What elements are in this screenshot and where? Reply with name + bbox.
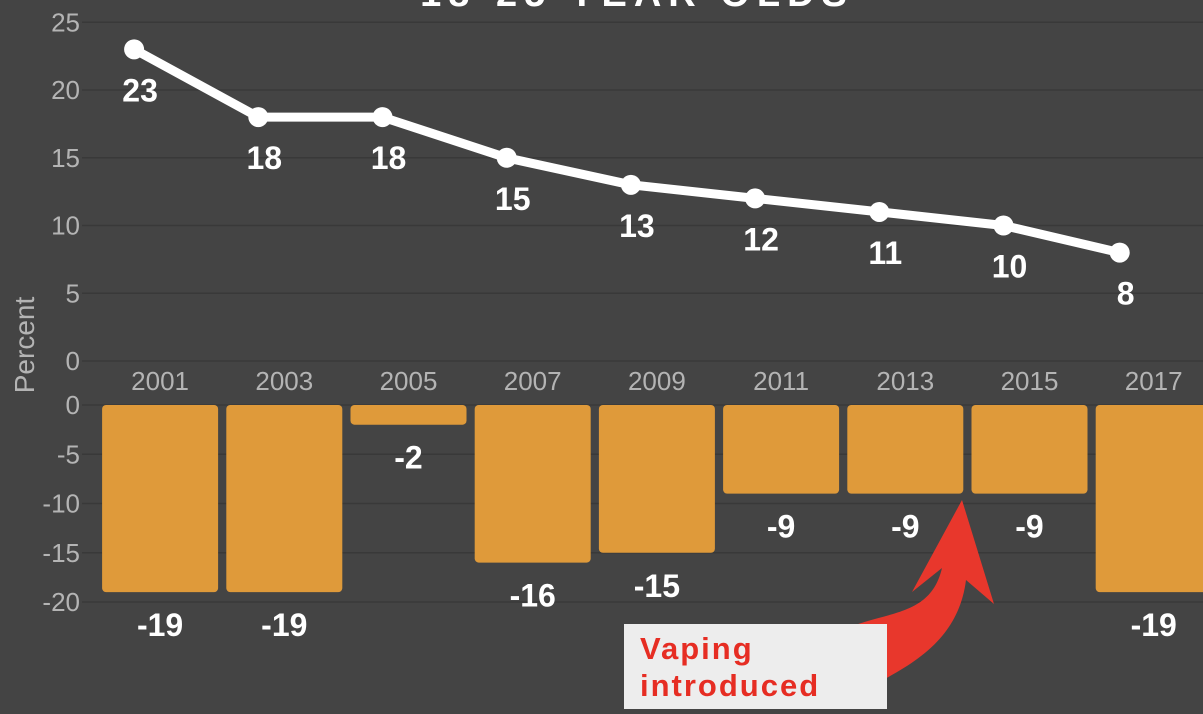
line-data-label: 11 — [868, 235, 902, 271]
bar-data-label: -9 — [891, 509, 919, 545]
line-point — [124, 39, 145, 60]
bar — [102, 405, 219, 593]
bar — [1095, 405, 1203, 593]
line-data-label: 23 — [122, 72, 158, 108]
bar-data-label: -19 — [137, 607, 183, 643]
y-tick-label: 5 — [66, 278, 80, 308]
annotation-line-2: introduced — [640, 668, 821, 703]
line-point — [869, 201, 890, 222]
bar — [723, 405, 840, 494]
bar — [847, 405, 964, 494]
bar-data-label: -9 — [767, 509, 795, 545]
x-category-label: 2003 — [255, 366, 313, 396]
line-data-label: 8 — [1117, 276, 1135, 312]
x-category-label: 2015 — [1001, 366, 1059, 396]
line-series — [124, 39, 1130, 263]
chart-title: 18-25 YEAR OLDS — [420, 0, 854, 15]
bar-data-label: -19 — [261, 607, 307, 643]
line-point — [993, 215, 1014, 236]
line-point — [745, 188, 766, 209]
y-tick-label: -20 — [42, 587, 80, 617]
annotation-line-1: Vaping — [640, 631, 754, 666]
line-point — [248, 107, 269, 128]
bar-data-label: -19 — [1131, 607, 1177, 643]
bar-series — [102, 405, 1203, 593]
line-data-label: 15 — [495, 181, 531, 217]
bar — [971, 405, 1088, 494]
y-tick-label: 0 — [66, 346, 80, 376]
line-data-label: 12 — [743, 221, 779, 257]
y-axis-label: Percent — [9, 297, 40, 394]
category-labels: 2001 2003 2005 2007 2009 2011 2013 2015 2017 — [131, 366, 1182, 396]
line-data-label: 13 — [619, 208, 655, 244]
bar — [350, 405, 467, 425]
x-category-label: 2009 — [628, 366, 686, 396]
x-category-label: 2001 — [131, 366, 189, 396]
y-tick-label: -5 — [57, 439, 80, 469]
line-data-label: 10 — [992, 249, 1028, 285]
x-category-label: 2013 — [876, 366, 934, 396]
x-category-label: 2007 — [504, 366, 562, 396]
y-tick-label: 15 — [51, 143, 80, 173]
line-chart-y-ticks: 0 5 10 15 20 25 — [51, 7, 80, 376]
line-data-label: 18 — [247, 140, 283, 176]
line-data-labels: 23 18 18 15 13 12 11 10 8 — [122, 72, 1134, 311]
x-category-label: 2011 — [753, 366, 809, 396]
line-point — [372, 107, 393, 128]
x-category-label: 2005 — [380, 366, 438, 396]
line-point — [1109, 242, 1130, 263]
y-tick-label: 10 — [51, 211, 80, 241]
bar — [226, 405, 343, 593]
line-data-label: 18 — [371, 140, 407, 176]
bar-data-labels: -19 -19 -2 -16 -15 -9 -9 -9 -19 — [137, 440, 1177, 643]
bar — [598, 405, 715, 553]
line-point — [620, 174, 641, 195]
bar-chart-y-ticks: 0 -5 -10 -15 -20 — [42, 390, 80, 617]
vaping-annotation-box: Vaping introduced — [624, 624, 887, 709]
y-tick-label: -15 — [42, 538, 80, 568]
line-point — [496, 147, 517, 168]
bar — [474, 405, 591, 563]
bar-data-label: -15 — [634, 568, 680, 604]
y-tick-label: 20 — [51, 75, 80, 105]
line-chart-gridlines — [82, 21, 1203, 362]
bar-data-label: -2 — [394, 440, 422, 476]
bar-data-label: -16 — [510, 578, 556, 614]
y-tick-label: -10 — [42, 489, 80, 519]
x-category-label: 2017 — [1125, 366, 1183, 396]
y-tick-label: 25 — [51, 7, 80, 37]
bar-data-label: -9 — [1015, 509, 1043, 545]
y-tick-label: 0 — [66, 390, 80, 420]
